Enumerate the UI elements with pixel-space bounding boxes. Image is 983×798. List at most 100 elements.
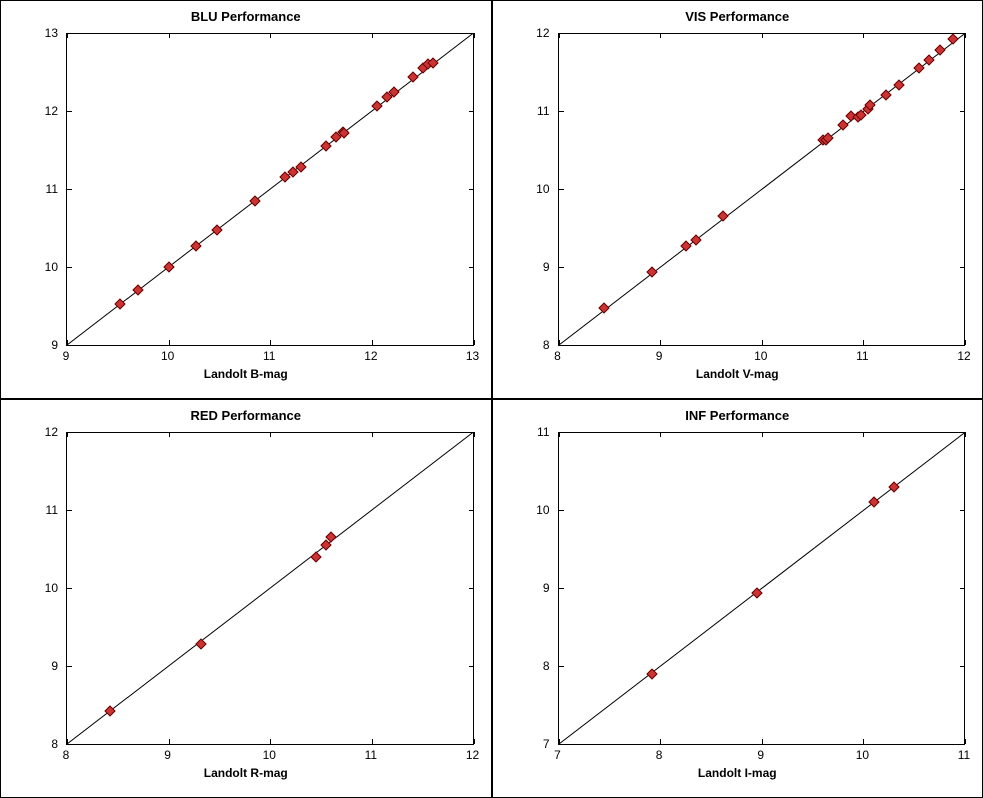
- data-point: [320, 140, 331, 151]
- x-tick: [863, 340, 864, 345]
- y-tick: [67, 588, 72, 589]
- x-tick-label: 10: [754, 349, 767, 363]
- data-point: [195, 638, 206, 649]
- plot-area: [66, 33, 474, 346]
- data-point: [924, 55, 935, 66]
- y-tick: [559, 111, 564, 112]
- y-tick-label: 7: [493, 737, 550, 751]
- plot-border-right: [473, 432, 474, 744]
- x-tick: [372, 739, 373, 744]
- x-tick: [762, 340, 763, 345]
- y-tick-label: 10: [493, 503, 550, 517]
- data-point: [934, 44, 945, 55]
- data-point: [717, 211, 728, 222]
- plot-border-right: [473, 33, 474, 345]
- identity-line: [559, 33, 966, 345]
- x-tick-label: 13: [466, 349, 479, 363]
- y-tick-label: 11: [1, 503, 58, 517]
- y-tick: [469, 345, 474, 346]
- y-tick-label: 11: [1, 182, 58, 196]
- y-tick-label: 13: [1, 26, 58, 40]
- y-tick: [67, 345, 72, 346]
- y-tick: [67, 744, 72, 745]
- y-tick-label: 9: [493, 260, 550, 274]
- y-tick: [559, 666, 564, 667]
- x-tick-label: 11: [263, 349, 275, 363]
- x-axis-label: Landolt R-mag: [1, 766, 491, 780]
- y-tick-label: 9: [1, 659, 58, 673]
- y-tick: [559, 744, 564, 745]
- data-point: [680, 240, 691, 251]
- chart-title: INF Performance: [493, 408, 983, 423]
- chart-title: VIS Performance: [493, 9, 983, 24]
- plot-area: [558, 432, 966, 745]
- x-tick-label: 9: [63, 349, 70, 363]
- data-point: [947, 34, 958, 45]
- x-axis-label: Landolt B-mag: [1, 367, 491, 381]
- x-tick-label: 10: [161, 349, 174, 363]
- y-tick: [469, 744, 474, 745]
- plot-border-right: [964, 432, 965, 744]
- identity-line: [67, 432, 474, 744]
- x-tick: [169, 340, 170, 345]
- data-point: [868, 497, 879, 508]
- y-tick: [67, 510, 72, 511]
- data-point: [914, 62, 925, 73]
- x-tick-label: 8: [656, 748, 663, 762]
- x-tick: [863, 739, 864, 744]
- x-tick: [762, 739, 763, 744]
- x-tick-label: 11: [365, 748, 377, 762]
- plot-border-right: [964, 33, 965, 345]
- x-tick: [270, 340, 271, 345]
- x-tick-label: 8: [554, 349, 561, 363]
- data-point: [190, 240, 201, 251]
- x-tick: [372, 340, 373, 345]
- x-tick: [965, 739, 966, 744]
- plot-border-top: [67, 33, 474, 34]
- y-tick: [559, 510, 564, 511]
- x-tick: [474, 340, 475, 345]
- y-tick-label: 10: [1, 581, 58, 595]
- data-point: [646, 267, 657, 278]
- x-tick-label: 12: [364, 349, 377, 363]
- x-tick-label: 12: [466, 748, 479, 762]
- plot-border-top: [559, 432, 966, 433]
- data-point: [249, 195, 260, 206]
- x-tick-label: 8: [63, 748, 70, 762]
- chart-title: RED Performance: [1, 408, 491, 423]
- x-tick: [474, 739, 475, 744]
- panel-inf: INF Performance78910117891011Landolt I-m…: [492, 399, 983, 798]
- chart-grid: BLU Performance910111213910111213Landolt…: [0, 0, 983, 798]
- x-tick-label: 11: [856, 349, 868, 363]
- y-tick-label: 12: [1, 425, 58, 439]
- panel-vis: VIS Performance8910111289101112Landolt V…: [492, 0, 983, 399]
- data-point: [132, 285, 143, 296]
- identity-line: [559, 432, 966, 744]
- x-tick: [270, 739, 271, 744]
- plot-border-top: [67, 432, 474, 433]
- y-tick: [960, 744, 965, 745]
- y-tick-label: 9: [1, 338, 58, 352]
- x-tick: [965, 340, 966, 345]
- y-tick-label: 12: [1, 104, 58, 118]
- x-tick: [965, 33, 966, 38]
- data-point: [893, 80, 904, 91]
- plot-border-top: [559, 33, 966, 34]
- data-point: [114, 298, 125, 309]
- data-point: [888, 481, 899, 492]
- data-point: [371, 100, 382, 111]
- data-point: [310, 551, 321, 562]
- data-point: [163, 261, 174, 272]
- data-point: [880, 90, 891, 101]
- x-tick-label: 10: [856, 748, 869, 762]
- x-tick: [474, 432, 475, 437]
- y-tick-label: 9: [493, 581, 550, 595]
- y-tick: [559, 345, 564, 346]
- x-tick-label: 10: [263, 748, 276, 762]
- x-tick-label: 11: [958, 748, 970, 762]
- y-tick: [559, 588, 564, 589]
- data-point: [599, 303, 610, 314]
- data-point: [104, 706, 115, 717]
- y-tick-label: 8: [493, 338, 550, 352]
- plot-area: [558, 33, 966, 346]
